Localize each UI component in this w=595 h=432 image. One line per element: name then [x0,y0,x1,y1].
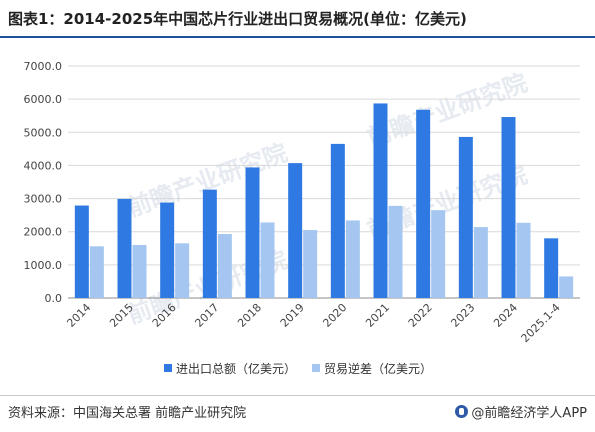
bar-deficit [260,222,275,298]
brand-credit: @前瞻经济学人APP [455,402,587,421]
gridlines [68,65,580,299]
bar-total [160,202,175,298]
x-tick-label: 2020 [320,301,349,330]
x-tick-label: 2023 [448,301,477,330]
bars [74,103,574,299]
bar-total [117,198,132,298]
y-tick-label: 1000.0 [24,259,63,272]
bar-deficit [89,246,104,298]
x-tick-label: 2024 [491,301,520,330]
bar-deficit [175,243,190,298]
bar-total [245,167,260,298]
bar-total [458,136,473,298]
y-tick-label: 6000.0 [24,93,63,106]
bar-total [202,189,217,298]
bar-total [544,238,559,298]
bar-deficit [345,220,360,298]
y-tick-label: 3000.0 [24,193,63,206]
bar-total [330,143,345,298]
bar-total [501,117,516,298]
bar-deficit [559,276,574,298]
bar-deficit [388,205,403,298]
y-tick-label: 0.0 [45,292,63,305]
bar-deficit [217,234,232,298]
x-tick-label: 2019 [278,301,307,330]
chart: 前瞻产业研究院前瞻产业研究院前瞻产业研究院前瞻产业研究院 0.01000.020… [24,60,580,376]
x-tick-label: 2018 [235,301,264,330]
brand-logo-icon [455,405,469,418]
x-tick-label: 2025.1-4 [519,301,563,345]
x-tick-label: 2021 [363,301,392,330]
source-note: 资料来源：中国海关总署 前瞻产业研究院 [8,406,247,421]
bar-total [373,103,388,298]
y-tick-label: 7000.0 [24,60,63,73]
legend: 进出口总额（亿美元） 贸易逆差（亿美元） [164,361,432,376]
footer-rule [0,395,595,396]
bar-deficit [473,227,488,298]
bar-total [74,205,89,298]
legend-label: 进出口总额（亿美元） [176,361,296,376]
x-tick-label: 2014 [64,301,93,330]
bar-deficit [516,222,531,298]
y-axis-ticks: 0.0 1000.0 2000.0 3000.0 4000.0 5000.0 6000.0 7… [24,60,63,305]
chart-title: 图表1：2014-2025年中国芯片行业进出口贸易概况(单位：亿美元) [8,10,467,28]
y-tick-label: 4000.0 [24,159,63,172]
bar-total [416,109,431,299]
bar-total [288,163,303,298]
x-tick-label: 2022 [406,301,435,330]
legend-label: 贸易逆差（亿美元） [324,361,432,376]
bar-deficit [132,244,147,298]
title-rule [0,36,595,38]
brand-text: @前瞻经济学人APP [471,406,587,421]
legend-swatch [164,364,172,372]
bar-deficit [303,230,318,298]
legend-swatch [312,364,320,372]
bar-deficit [431,210,446,298]
y-tick-label: 2000.0 [24,226,63,239]
y-tick-label: 5000.0 [24,126,63,139]
